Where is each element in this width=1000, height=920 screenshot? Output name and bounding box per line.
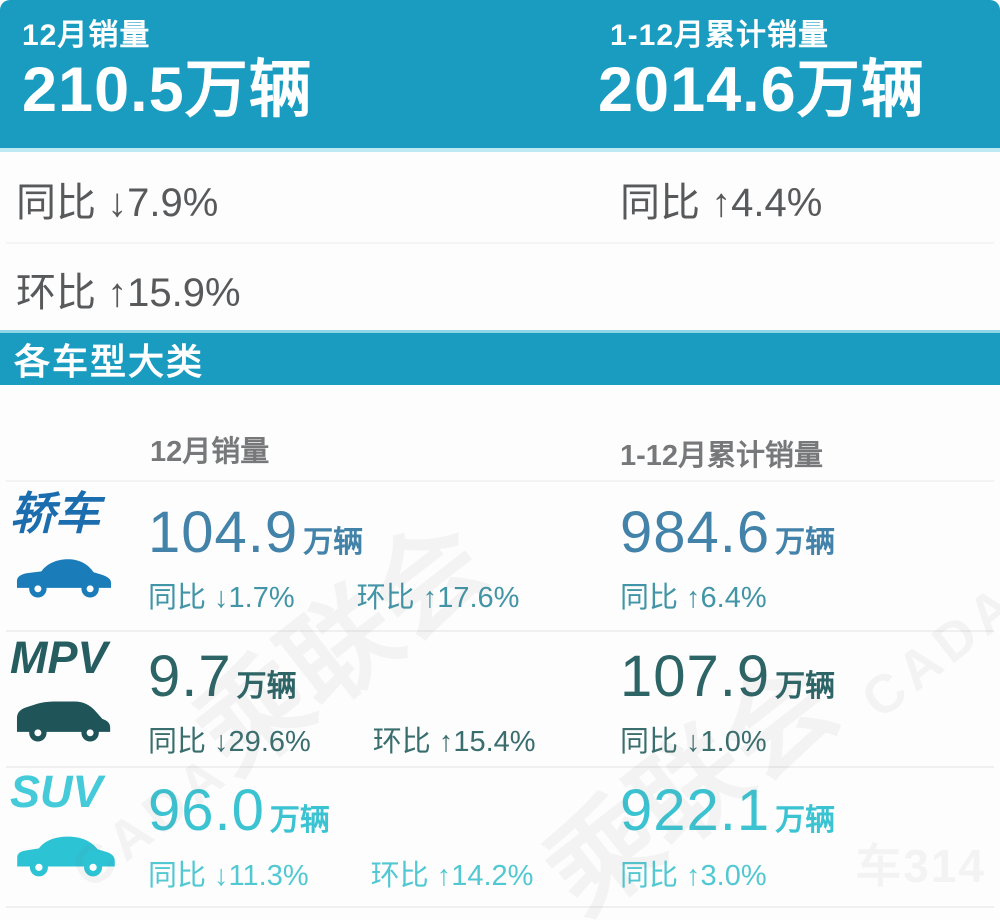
mpv-monthly-value: 9.7 万辆 [148, 644, 297, 709]
cumulative-sales-value: 2014.6万辆 [598, 55, 925, 125]
column-header-cumulative: 1-12月累计销量 [620, 440, 824, 472]
divider [6, 630, 994, 632]
sedan-cumulative-stats: 同比 ↑6.4% [620, 582, 767, 614]
sedan-monthly-stats: 同比 ↓1.7% 环比 ↑17.6% [148, 582, 520, 614]
table-row-mpv: MPV 9.7 万辆 同比 ↓29.6% 环比 ↑15.4% 107.9 万辆 同比 … [0, 634, 1000, 776]
sedan-monthly-value: 104.9 万辆 [148, 500, 364, 565]
mpv-cumulative-stats: 同比 ↓1.0% [620, 726, 767, 758]
mpv-icon [10, 689, 145, 747]
cumulative-sales-label: 1-12月累计销量 [610, 19, 830, 52]
mpv-cumulative-value: 107.9 万辆 [620, 644, 836, 709]
monthly-yoy-change: 同比 ↓7.9% [16, 181, 219, 225]
suv-icon [10, 823, 145, 881]
mpv-monthly-cell: 9.7 万辆 同比 ↓29.6% 环比 ↑15.4% [148, 648, 536, 760]
monthly-sales-block: 12月销量 210.5万辆 [22, 10, 313, 126]
category-suv: SUV [10, 768, 145, 881]
category-mpv: MPV [10, 634, 145, 747]
divider [6, 242, 994, 244]
mpv-monthly-stats: 同比 ↓29.6% 环比 ↑15.4% [148, 726, 536, 758]
monthly-sales-label: 12月销量 [22, 19, 151, 52]
divider [6, 766, 994, 768]
category-label: 轿车 [10, 488, 101, 539]
category-sedan: 轿车 [10, 490, 145, 603]
section-title: 各车型大类 [14, 341, 205, 382]
divider [6, 480, 994, 482]
suv-monthly-cell: 96.0 万辆 同比 ↓11.3% 环比 ↑14.2% [148, 782, 533, 894]
suv-monthly-stats: 同比 ↓11.3% 环比 ↑14.2% [148, 860, 534, 892]
suv-cumulative-value: 922.1 万辆 [620, 778, 836, 843]
category-label: MPV [10, 632, 108, 683]
mpv-cumulative-cell: 107.9 万辆 同比 ↓1.0% [620, 648, 835, 760]
suv-cumulative-stats: 同比 ↑3.0% [620, 860, 767, 892]
header-band: 12月销量 210.5万辆 1-12月累计销量 2014.6万辆 [0, 0, 1000, 152]
monthly-sales-value: 210.5万辆 [22, 55, 313, 125]
category-label: SUV [10, 766, 103, 817]
sedan-cumulative-value: 984.6 万辆 [620, 500, 836, 565]
cumulative-sales-block: 1-12月累计销量 2014.6万辆 [598, 10, 925, 126]
sedan-icon [10, 545, 145, 603]
suv-cumulative-cell: 922.1 万辆 同比 ↑3.0% [620, 782, 835, 894]
section-band: 各车型大类 [0, 330, 1000, 385]
column-header-monthly: 12月销量 [150, 436, 270, 468]
table-row-suv: SUV 96.0 万辆 同比 ↓11.3% 环比 ↑14.2% 922.1 万辆 同比… [0, 768, 1000, 910]
cumulative-yoy-change: 同比 ↑4.4% [620, 181, 823, 225]
suv-monthly-value: 96.0 万辆 [148, 778, 330, 843]
sedan-monthly-cell: 104.9 万辆 同比 ↓1.7% 环比 ↑17.6% [148, 504, 519, 616]
sedan-cumulative-cell: 984.6 万辆 同比 ↑6.4% [620, 504, 835, 616]
monthly-mom-change: 环比 ↑15.9% [16, 271, 241, 315]
table-row-sedan: 轿车 104.9 万辆 同比 ↓1.7% 环比 ↑17.6% 984.6 万辆 同比 … [0, 490, 1000, 632]
divider [6, 906, 994, 908]
